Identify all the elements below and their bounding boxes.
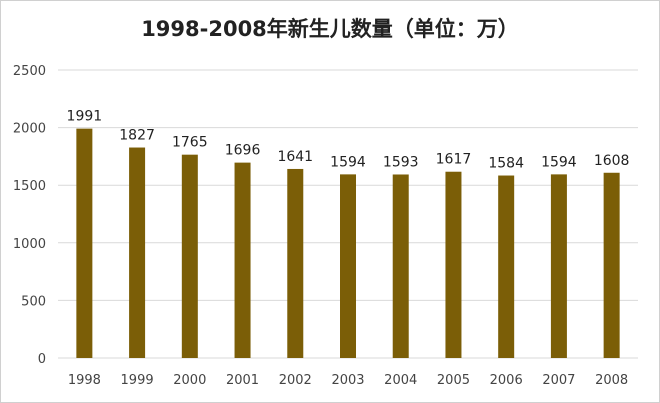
bar xyxy=(550,174,567,358)
x-tick-label: 2006 xyxy=(490,373,523,388)
bar xyxy=(445,171,462,358)
bar xyxy=(234,162,251,358)
y-tick-label: 500 xyxy=(21,294,46,309)
data-label: 1617 xyxy=(436,152,472,168)
x-tick-label: 2007 xyxy=(542,373,575,388)
y-tick-label: 0 xyxy=(38,352,46,367)
data-label: 1594 xyxy=(330,154,366,170)
x-tick-label: 2005 xyxy=(437,373,470,388)
data-label: 1608 xyxy=(594,153,630,169)
y-tick-label: 1000 xyxy=(13,237,46,252)
x-tick-label: 2001 xyxy=(226,373,259,388)
x-tick-label: 2000 xyxy=(173,373,206,388)
x-tick-label: 2008 xyxy=(595,373,628,388)
data-label: 1765 xyxy=(172,135,208,151)
x-tick-label: 1998 xyxy=(68,373,101,388)
data-label: 1696 xyxy=(225,143,261,159)
x-tick-label: 1999 xyxy=(121,373,154,388)
data-label: 1594 xyxy=(541,154,577,170)
data-label: 1593 xyxy=(383,154,419,170)
bar xyxy=(181,154,198,358)
data-label: 1641 xyxy=(277,149,313,165)
x-tick-label: 2003 xyxy=(331,373,364,388)
bar xyxy=(76,128,93,358)
data-label: 1991 xyxy=(67,109,103,125)
bar xyxy=(340,174,356,358)
x-tick-label: 2002 xyxy=(279,373,312,388)
data-labels: 1991 1827 1765 1696 1641 1594 1593 1617 1584 1594… xyxy=(67,109,630,172)
bar xyxy=(129,147,146,358)
x-axis-ticks: 1998 1999 2000 2001 2002 2003 2004 2005 2006 2007… xyxy=(68,373,628,388)
bars xyxy=(76,128,620,358)
y-tick-label: 2500 xyxy=(13,64,46,79)
chart-title: 1998-2008年新生儿数量（单位：万） xyxy=(141,17,519,41)
data-label: 1827 xyxy=(119,128,155,144)
bar xyxy=(392,174,409,358)
data-label: 1584 xyxy=(488,156,524,172)
y-axis-ticks: 0 500 1000 1500 2000 2500 xyxy=(13,64,46,367)
bar xyxy=(498,175,515,358)
bar xyxy=(287,168,304,358)
x-tick-label: 2004 xyxy=(384,373,417,388)
bar xyxy=(603,172,620,358)
y-tick-label: 1500 xyxy=(13,179,46,194)
y-tick-label: 2000 xyxy=(13,122,46,137)
